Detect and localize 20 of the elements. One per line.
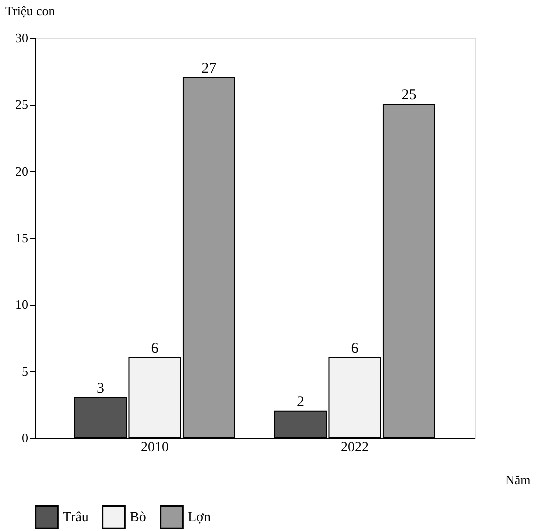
y-axis-title: Triệu con xyxy=(6,4,56,18)
data-label: 6 xyxy=(151,341,160,357)
x-tick-label: 2022 xyxy=(341,440,369,456)
data-label: 3 xyxy=(97,381,105,397)
data-label: 25 xyxy=(402,88,417,104)
data-label: 6 xyxy=(351,341,360,357)
y-tick-label: 25 xyxy=(16,97,28,112)
data-label: 27 xyxy=(202,61,218,77)
y-tick-label: 0 xyxy=(22,430,28,446)
legend-label: Trâu xyxy=(63,510,89,526)
legend-label: Lợn xyxy=(188,510,211,526)
data-label: 2 xyxy=(297,394,305,410)
x-tick-label: 2010 xyxy=(141,440,169,456)
legend-label: Bò xyxy=(130,510,146,526)
y-tick-label: 5 xyxy=(22,364,28,379)
y-tick-label: 15 xyxy=(16,230,28,246)
y-tick-label: 20 xyxy=(16,164,28,179)
y-tick-label: 10 xyxy=(16,297,28,312)
x-axis-title: Năm xyxy=(506,472,531,488)
y-tick-label: 30 xyxy=(16,30,28,46)
